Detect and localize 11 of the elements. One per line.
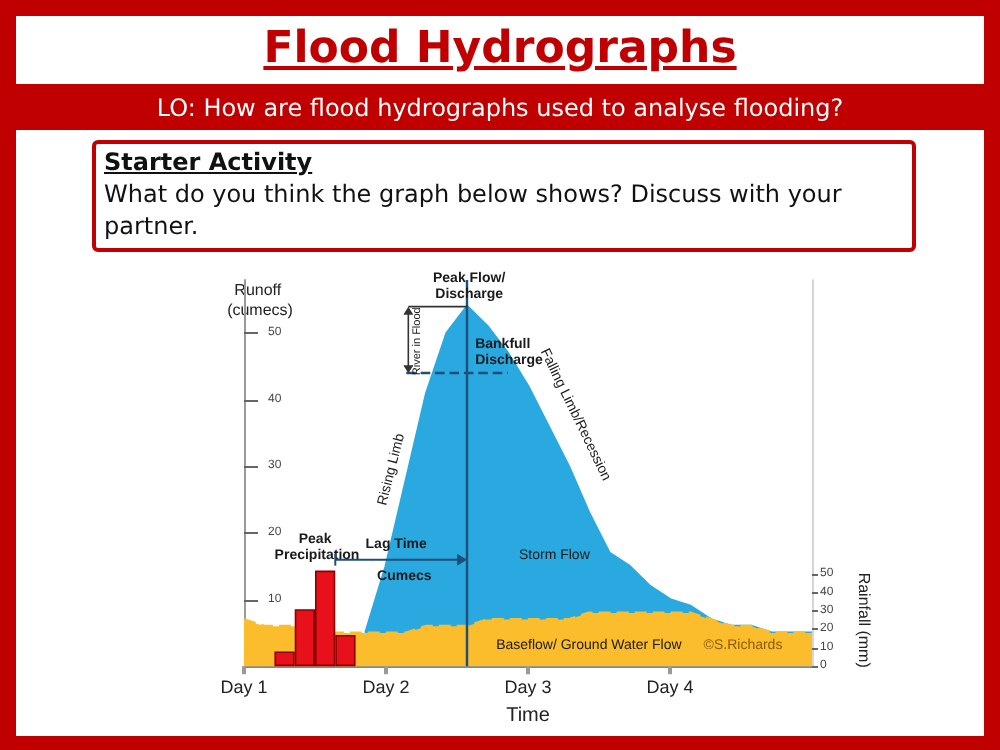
x-tick-label: Day 3 (504, 677, 552, 698)
text: Starter Activity (104, 148, 313, 176)
y-axis-title: Runoff (cumecs) (227, 281, 294, 319)
chart-title: Flood Hydrographs (16, 16, 984, 84)
x-axis-title: Time (506, 705, 551, 727)
x-tick-label: Day 1 (220, 677, 268, 698)
x-tick-label: Day 2 (362, 677, 410, 698)
x-tick-label: Day 4 (646, 677, 694, 698)
text: What do you think the graph below shows? Discuss with your partner. (104, 178, 844, 242)
y2-axis-title: Rainfall (mm) (855, 572, 873, 669)
chart-subtitle: LO: How are flood hydrographs used to analyse flooding? (154, 92, 846, 126)
